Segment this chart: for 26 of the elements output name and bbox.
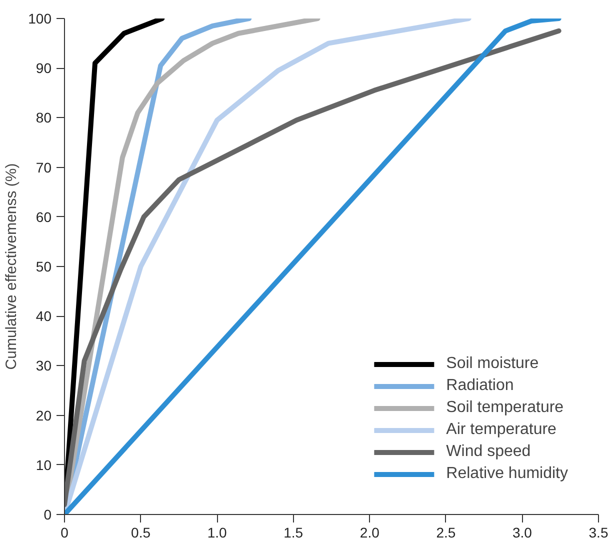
y-tick-label: 0 [44,506,52,522]
y-tick-label: 70 [36,159,52,176]
x-tick-label: 3.0 [512,524,532,540]
y-tick-label: 50 [36,258,52,274]
legend-label: Soil temperature [446,399,564,417]
legend-label: Air temperature [446,421,556,439]
legend-label: Wind speed [446,443,531,461]
x-tick-label: 3.5 [588,524,608,540]
legend-label: Soil moisture [446,355,539,373]
x-tick-label: 0.5 [131,524,151,540]
x-tick-label: 2.0 [360,524,380,540]
y-tick-label: 40 [36,308,52,324]
x-tick-label: 1.0 [207,524,228,540]
x-tick-label: 1.5 [284,524,304,540]
legend-label: Radiation [446,377,514,395]
x-tick-label: 0 [60,524,69,540]
y-axis-title: Cumulative effectivemenss (%) [3,163,20,370]
y-tick-label: 20 [36,407,52,424]
y-tick-label: 30 [36,358,52,374]
y-tick-label: 100 [28,10,52,26]
y-tick-label: 60 [36,208,52,225]
x-tick-label: 2.5 [436,524,456,540]
y-tick-label: 90 [36,60,52,76]
y-tick-label: 80 [36,110,52,126]
y-tick-label: 10 [36,456,52,473]
legend-label: Relative humidity [446,465,568,483]
